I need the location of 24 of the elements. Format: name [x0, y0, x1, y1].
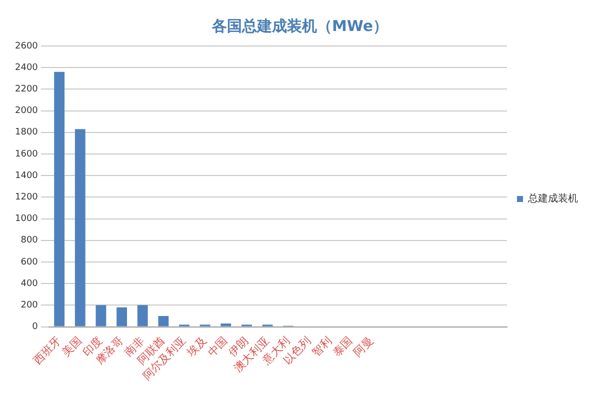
y-tick-label: 1400 [15, 170, 38, 181]
y-tick-label: 0 [32, 322, 38, 332]
y-tick-label: 600 [20, 257, 38, 268]
bar [116, 307, 127, 326]
y-tick-label: 2400 [15, 62, 38, 73]
y-tick-label: 2600 [15, 41, 38, 52]
bar [54, 72, 65, 326]
y-tick-label: 2000 [15, 106, 38, 116]
bar [74, 129, 86, 326]
y-tick-label: 1200 [15, 192, 38, 203]
bar [220, 324, 232, 326]
y-tick-label: 2200 [15, 84, 38, 95]
x-tick-label: 西班牙 [30, 334, 64, 367]
legend-label: 总建成装机 [527, 192, 578, 205]
y-tick-label: 800 [20, 236, 38, 246]
y-tick-label: 1000 [15, 214, 38, 224]
y-tick-label: 1600 [15, 149, 38, 160]
chart-title: 各国总建成装机（MWe） [210, 16, 388, 35]
y-tick-label: 200 [20, 300, 38, 311]
bar [96, 305, 106, 326]
bar [158, 316, 169, 326]
bar [137, 305, 148, 326]
y-tick-label: 400 [20, 278, 38, 289]
y-tick-label: 1800 [15, 128, 38, 138]
